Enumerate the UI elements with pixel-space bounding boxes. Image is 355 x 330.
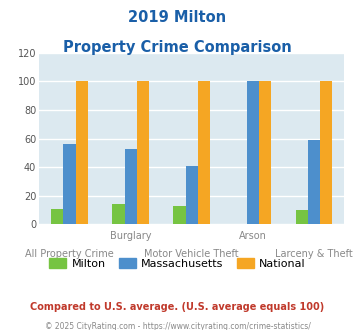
Text: © 2025 CityRating.com - https://www.cityrating.com/crime-statistics/: © 2025 CityRating.com - https://www.city…	[45, 322, 310, 330]
Bar	[76, 82, 88, 224]
Text: 2019 Milton: 2019 Milton	[129, 10, 226, 25]
Bar	[51, 209, 64, 224]
Bar	[64, 144, 76, 224]
Bar	[173, 206, 186, 224]
Bar	[137, 82, 149, 224]
Bar	[198, 82, 210, 224]
Text: Larceny & Theft: Larceny & Theft	[275, 249, 353, 259]
Text: Burglary: Burglary	[110, 231, 151, 241]
Bar	[259, 82, 271, 224]
Text: Property Crime Comparison: Property Crime Comparison	[63, 40, 292, 54]
Legend: Milton, Massachusetts, National: Milton, Massachusetts, National	[45, 254, 310, 273]
Bar	[308, 140, 320, 224]
Text: Compared to U.S. average. (U.S. average equals 100): Compared to U.S. average. (U.S. average …	[31, 302, 324, 312]
Text: Arson: Arson	[239, 231, 267, 241]
Bar	[295, 210, 308, 224]
Bar	[186, 166, 198, 224]
Bar	[112, 204, 125, 224]
Text: All Property Crime: All Property Crime	[25, 249, 114, 259]
Bar	[320, 82, 332, 224]
Bar	[125, 148, 137, 224]
Text: Motor Vehicle Theft: Motor Vehicle Theft	[144, 249, 239, 259]
Bar	[247, 82, 259, 224]
